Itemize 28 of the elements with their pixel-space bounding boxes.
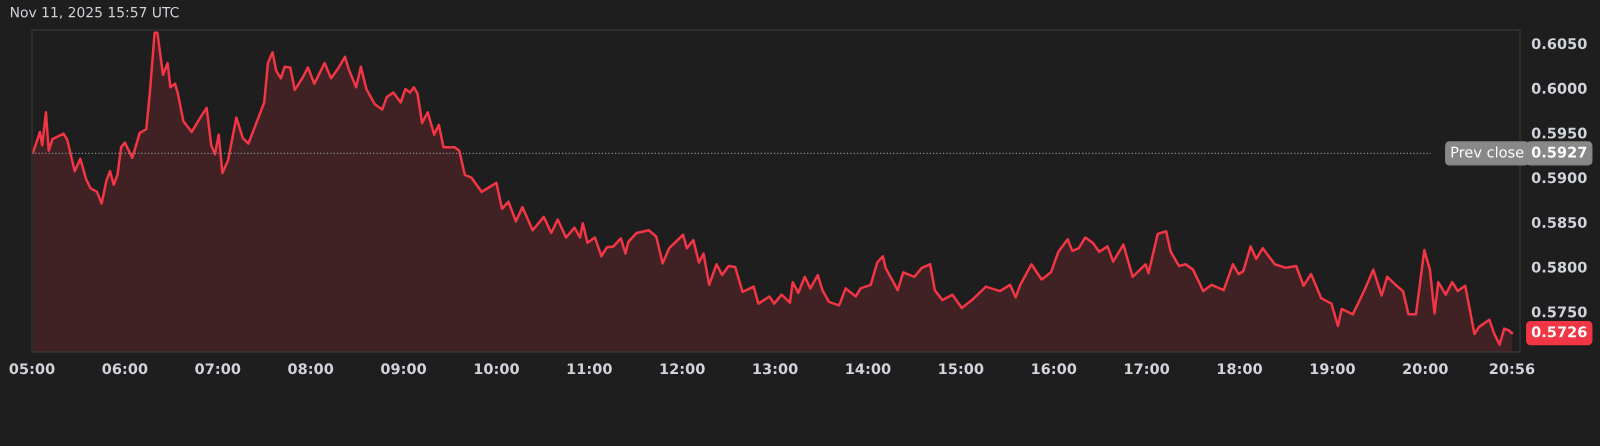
y-tick-label: 0.5800 xyxy=(1531,261,1587,273)
x-tick-label: 17:00 xyxy=(1125,363,1170,375)
x-tick-label: 06:00 xyxy=(102,363,148,375)
text: 0.5927 xyxy=(1531,146,1587,158)
ref-line-label: Prev close xyxy=(1451,146,1524,158)
x-tick-label: 14:00 xyxy=(846,363,891,375)
x-tick-label: 08:00 xyxy=(288,363,334,375)
y-tick-label: 0.5850 xyxy=(1531,216,1587,228)
chart-title: Nov 11, 2025 15:57 UTC xyxy=(10,6,179,19)
x-tick-label: 20:56 xyxy=(1489,363,1535,375)
x-tick-label: 11:00 xyxy=(567,363,612,375)
x-tick-label: 18:00 xyxy=(1217,363,1262,375)
y-tick-label: 0.5950 xyxy=(1531,127,1587,139)
y-tick-label: 0.5900 xyxy=(1531,172,1587,184)
x-tick-label: 20:00 xyxy=(1403,363,1448,375)
x-tick-label: 16:00 xyxy=(1032,363,1077,375)
y-tick-label: 0.6050 xyxy=(1531,38,1587,50)
x-tick-label: 09:00 xyxy=(381,363,427,375)
x-tick-label: 12:00 xyxy=(660,363,705,375)
text: 0.5726 xyxy=(1531,326,1587,338)
x-tick-label: 10:00 xyxy=(474,363,519,375)
x-tick-label: 07:00 xyxy=(195,363,241,375)
x-tick-label: 05:00 xyxy=(9,363,55,375)
y-tick-label: 0.5750 xyxy=(1531,306,1587,318)
x-tick-label: 15:00 xyxy=(939,363,984,375)
y-tick-label: 0.6000 xyxy=(1531,82,1587,94)
x-tick-label: 19:00 xyxy=(1310,363,1355,375)
x-tick-label: 13:00 xyxy=(753,363,798,375)
